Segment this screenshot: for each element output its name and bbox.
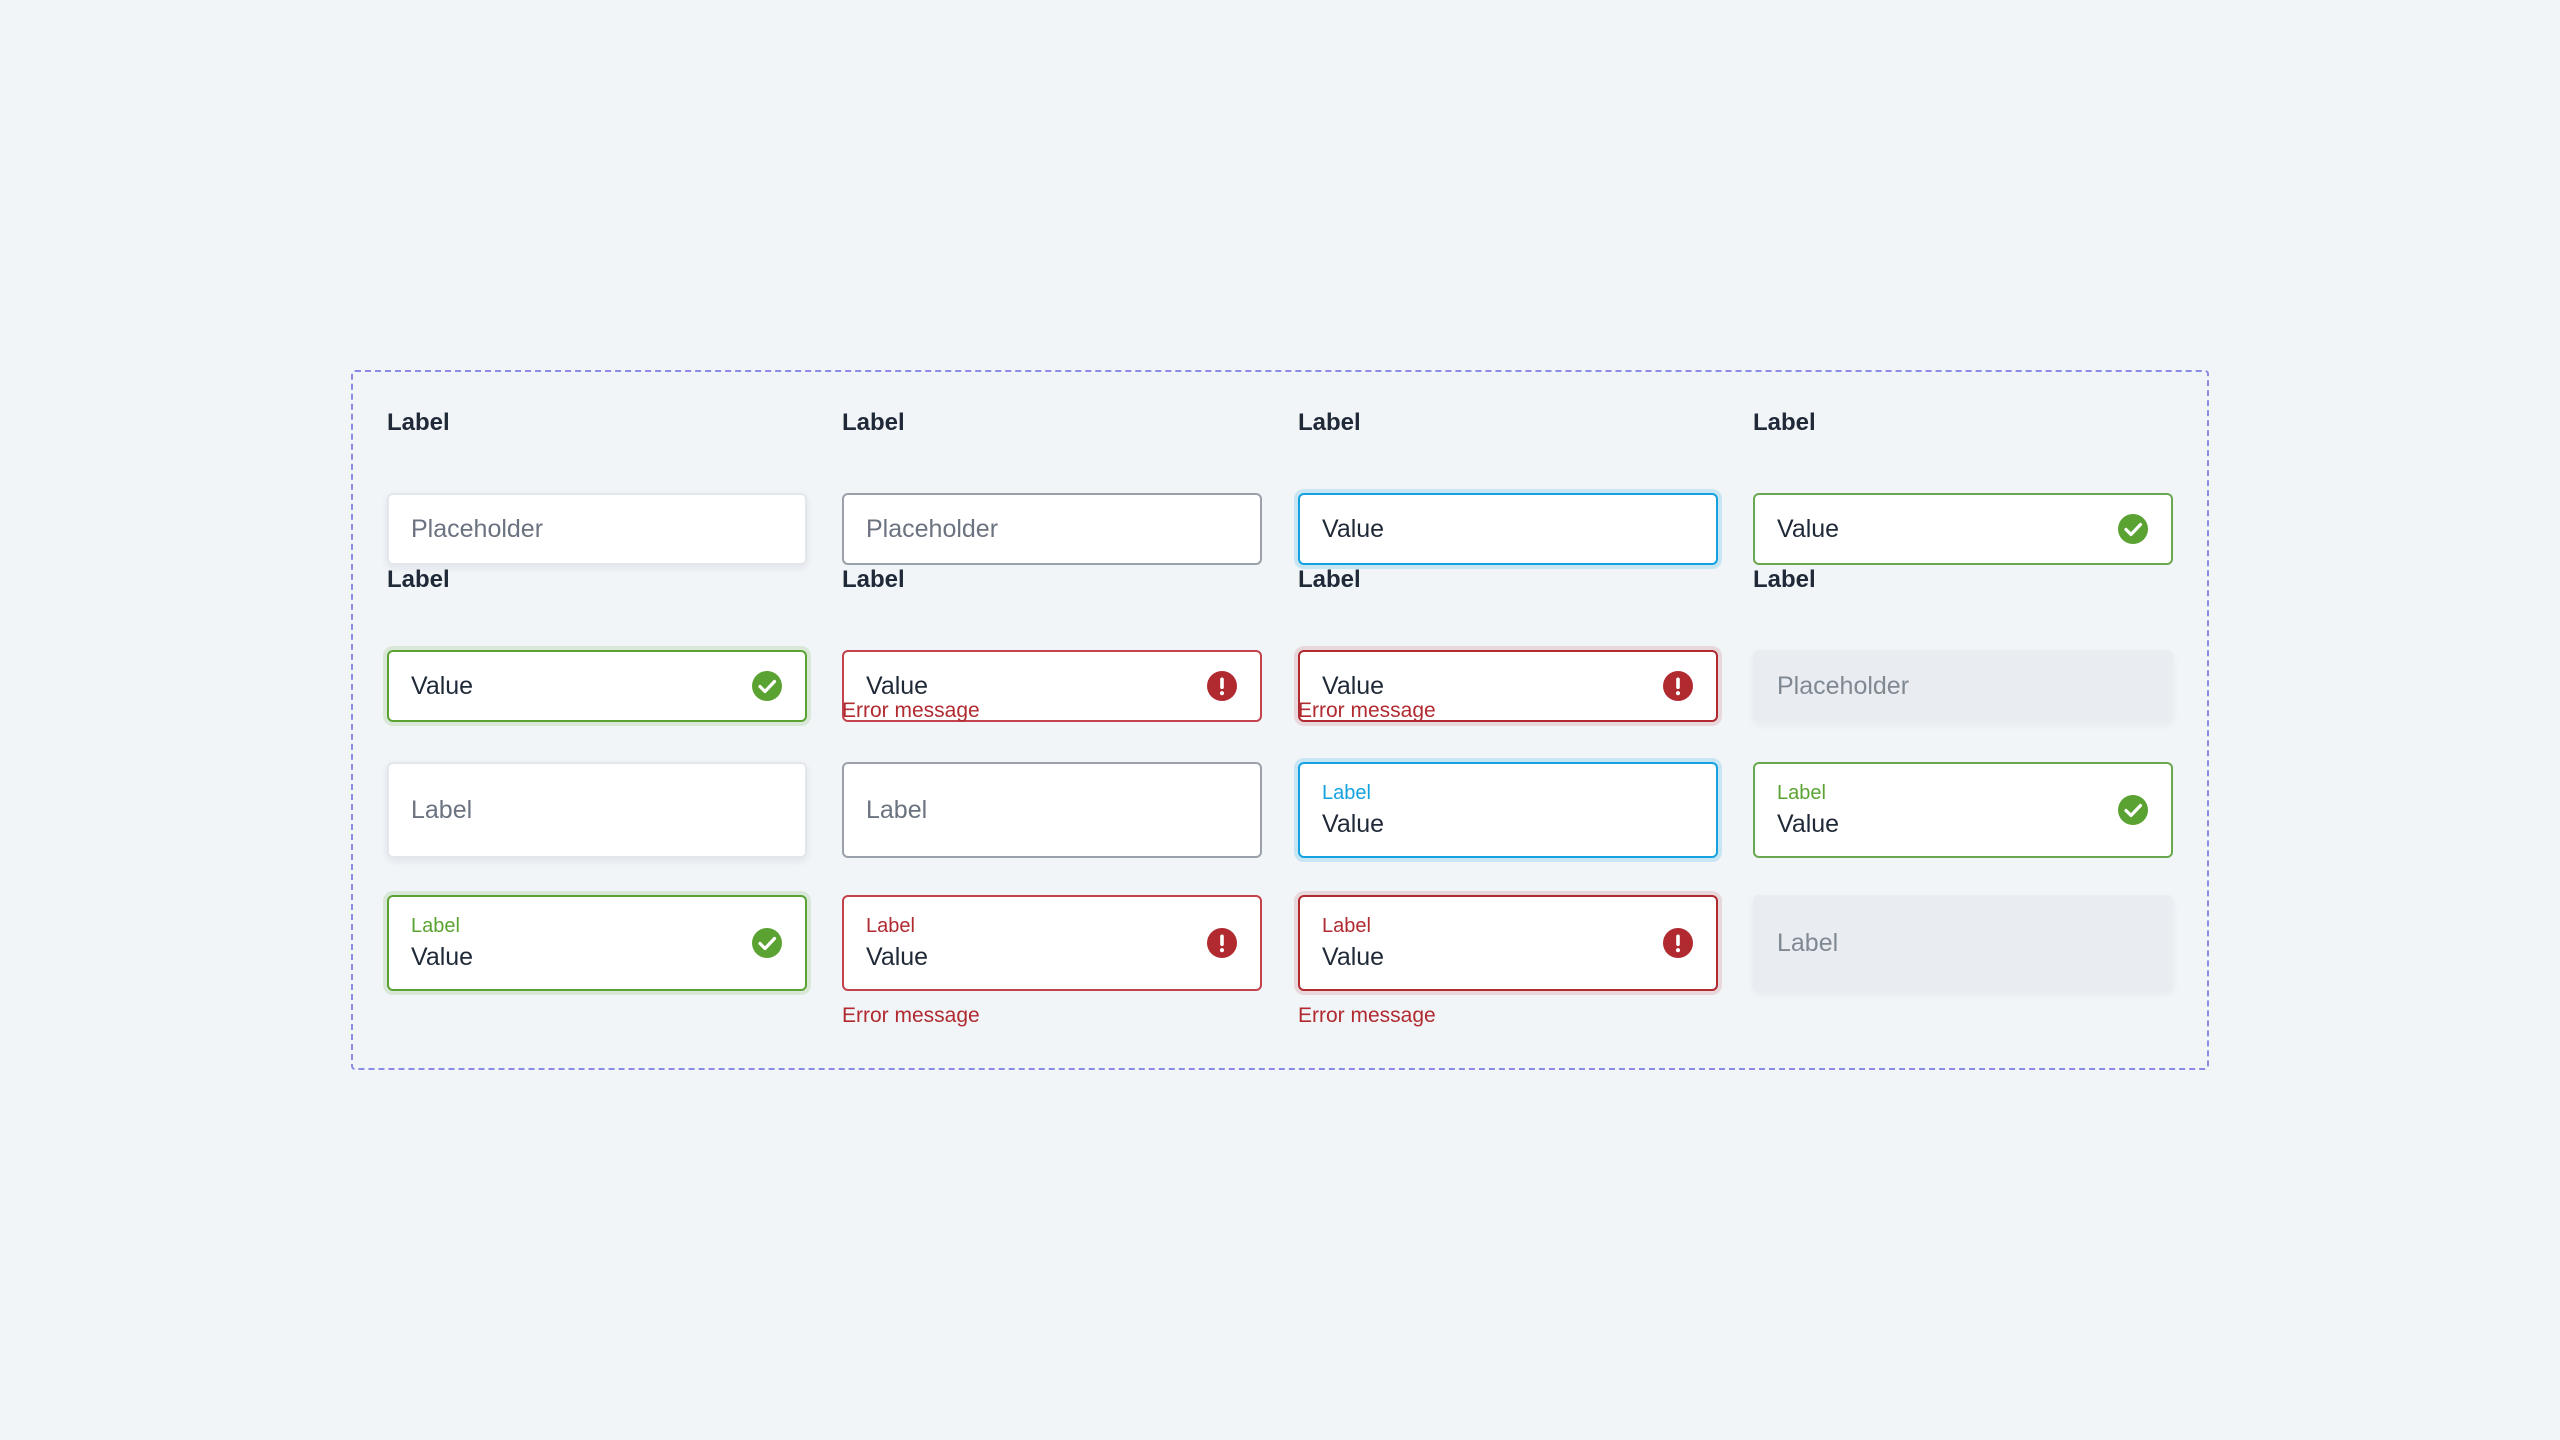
states-frame: [351, 370, 2209, 1070]
exclamation-circle-icon: [1207, 671, 1237, 701]
check-circle-icon: [2118, 795, 2148, 825]
text-input-success-focus[interactable]: Value: [387, 650, 807, 722]
input-placeholder: Placeholder: [411, 515, 544, 543]
floating-input-disabled: Label: [1753, 895, 2173, 991]
input-placeholder: Label: [411, 796, 473, 824]
floating-input-error[interactable]: Label Value: [842, 895, 1262, 991]
text-input-disabled: Placeholder: [1753, 650, 2173, 722]
input-value: Value: [411, 672, 474, 700]
floating-content: Label Value: [866, 914, 1206, 972]
input-placeholder: Label: [1777, 929, 1839, 957]
floating-label: Label: [1322, 782, 1371, 804]
text-input-default[interactable]: Placeholder: [387, 493, 807, 565]
floating-content: Label Value: [411, 914, 751, 972]
floating-input-success-focus[interactable]: Label Value: [387, 895, 807, 991]
input-placeholder: Label: [866, 796, 928, 824]
text-input-error-focus[interactable]: Value: [1298, 650, 1718, 722]
field-label: Label: [387, 409, 450, 436]
exclamation-circle-icon: [1207, 928, 1237, 958]
input-value: Value: [1322, 672, 1385, 700]
error-message: Error message: [842, 699, 980, 722]
field-label: Label: [1298, 409, 1361, 436]
floating-label: Label: [866, 915, 915, 937]
input-value: Value: [866, 943, 929, 971]
input-value: Value: [1322, 943, 1385, 971]
field-label: Label: [1298, 566, 1361, 593]
floating-input-hover[interactable]: Label: [842, 762, 1262, 858]
floating-input-error-focus[interactable]: Label Value: [1298, 895, 1718, 991]
field-label: Label: [842, 409, 905, 436]
field-label: Label: [842, 566, 905, 593]
check-circle-icon: [2118, 514, 2148, 544]
floating-label: Label: [1322, 915, 1371, 937]
input-value: Value: [866, 672, 929, 700]
text-input-hover[interactable]: Placeholder: [842, 493, 1262, 565]
error-message: Error message: [1298, 1004, 1436, 1027]
exclamation-circle-icon: [1663, 928, 1693, 958]
error-message: Error message: [842, 1004, 980, 1027]
field-label: Label: [1753, 566, 1816, 593]
text-input-error[interactable]: Value: [842, 650, 1262, 722]
field-label: Label: [387, 566, 450, 593]
text-input-success[interactable]: Value: [1753, 493, 2173, 565]
check-circle-icon: [752, 671, 782, 701]
floating-label: Label: [411, 915, 460, 937]
floating-input-focus[interactable]: Label Value: [1298, 762, 1718, 858]
check-circle-icon: [752, 928, 782, 958]
input-value: Value: [1777, 515, 1840, 543]
floating-content: Label Value: [1777, 781, 2117, 839]
floating-content: Label Value: [1322, 914, 1662, 972]
input-placeholder: Placeholder: [866, 515, 999, 543]
exclamation-circle-icon: [1663, 671, 1693, 701]
error-message: Error message: [1298, 699, 1436, 722]
input-value: Value: [1777, 810, 1840, 838]
input-value: Value: [411, 943, 474, 971]
input-value: Value: [1322, 515, 1385, 543]
text-input-focus[interactable]: Value: [1298, 493, 1718, 565]
field-label: Label: [1753, 409, 1816, 436]
floating-input-default[interactable]: Label: [387, 762, 807, 858]
floating-label: Label: [1777, 782, 1826, 804]
input-placeholder: Placeholder: [1777, 672, 1910, 700]
input-value: Value: [1322, 810, 1385, 838]
floating-content: Label Value: [1322, 781, 1694, 839]
floating-input-success[interactable]: Label Value: [1753, 762, 2173, 858]
